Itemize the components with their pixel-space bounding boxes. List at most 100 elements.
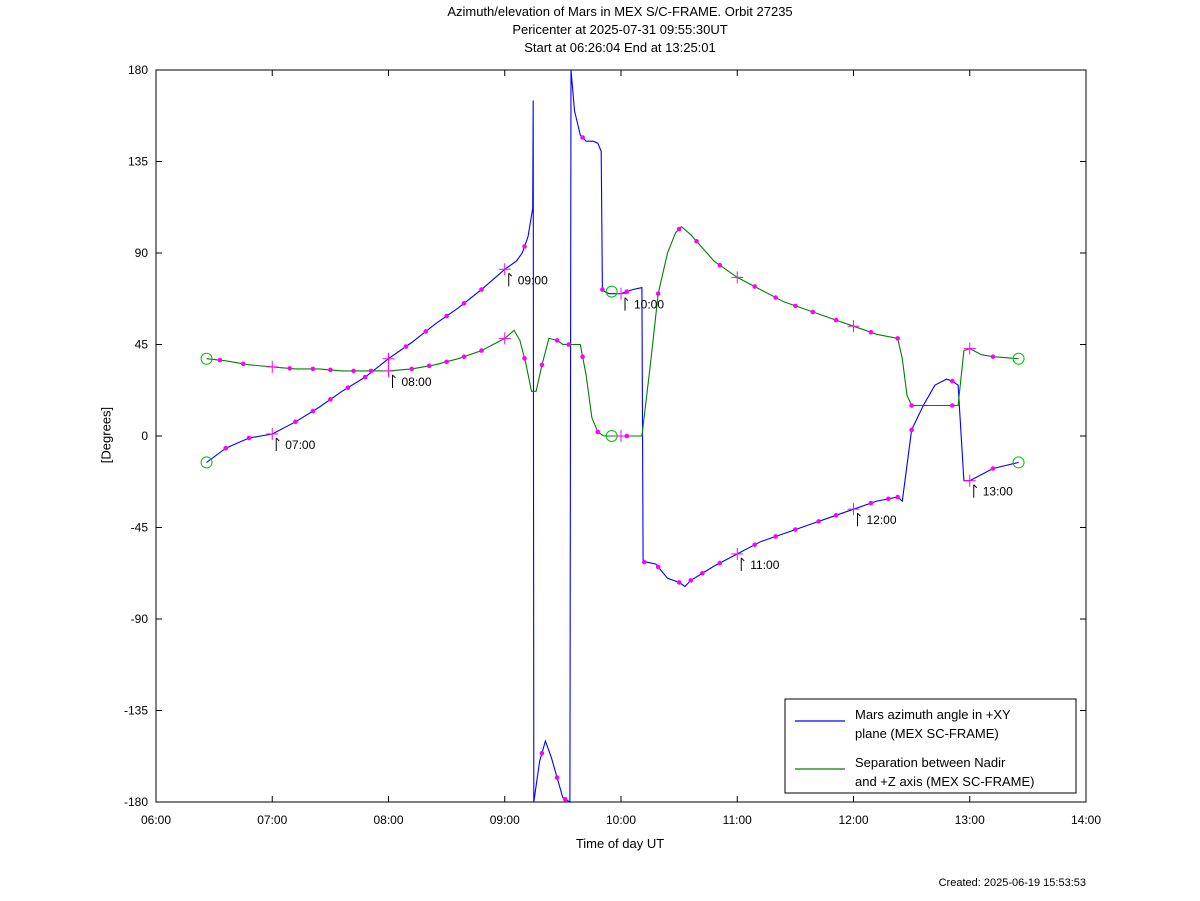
x-tick-label: 06:00: [141, 813, 171, 827]
azimuth-data-point: [423, 329, 429, 334]
separation-data-point: [566, 342, 571, 347]
x-tick-label: 07:00: [257, 813, 287, 827]
separation-data-point: [522, 356, 527, 361]
event-circle-marker: [200, 352, 213, 365]
x-tick-label: 13:00: [955, 813, 985, 827]
x-tick-label: 10:00: [606, 813, 636, 827]
separation-data-point: [240, 361, 246, 367]
hour-marker-label: 11:00: [750, 558, 779, 572]
azimuth-data-point: [554, 775, 560, 780]
y-axis-label: [Degrees]: [98, 406, 114, 464]
azimuth-data-point: [562, 796, 568, 802]
legend-box: [784, 698, 1077, 794]
azimuth-data-point: [600, 287, 605, 292]
event-circle-marker: [1012, 352, 1025, 365]
separation-data-point: [868, 330, 874, 335]
azimuth-data-point: [310, 408, 316, 414]
azimuth-data-point: [700, 570, 705, 576]
y-tick-label: -180: [124, 795, 148, 809]
azimuth-data-point: [895, 494, 900, 500]
azimuth-data-point: [444, 313, 449, 319]
y-tick-label: -90: [131, 612, 149, 626]
azimuth-data-point: [461, 301, 467, 306]
hour-marker-label: 10:00: [634, 298, 664, 312]
separation-data-point: [444, 359, 449, 365]
azimuth-data-point: [522, 244, 527, 249]
hour-marker-arrow: [392, 374, 396, 379]
azimuth-data-point: [793, 527, 798, 532]
separation-data-point: [310, 366, 316, 372]
azimuth-data-point: [362, 374, 368, 380]
hour-marker-label: 07:00: [285, 438, 315, 452]
azimuth-data-point: [773, 534, 778, 539]
series-line-separation: [206, 225, 1019, 437]
event-circle-marker: [605, 285, 618, 298]
azimuth-data-point: [293, 419, 298, 425]
separation-data-point: [752, 284, 757, 289]
azimuth-data-point: [246, 435, 252, 441]
separation-data-point: [479, 348, 484, 353]
azimuth-data-point: [539, 750, 545, 756]
separation-data-point: [793, 303, 798, 309]
separation-data-point: [554, 338, 560, 343]
azimuth-data-point: [950, 378, 955, 384]
chart-subtitle-pericenter: Pericenter at 2025-07-31 09:55:30UT: [512, 22, 728, 37]
x-tick-label: 11:00: [723, 813, 752, 827]
y-tick-label: 90: [135, 246, 149, 260]
x-tick-label: 12:00: [838, 813, 868, 827]
separation-data-point: [539, 362, 545, 368]
y-tick-label: -45: [131, 521, 149, 535]
azimuth-data-point: [676, 580, 682, 585]
hour-marker-arrow: [973, 484, 978, 489]
separation-data-point: [328, 367, 333, 373]
azimuth-data-point: [223, 445, 229, 451]
hour-marker-arrow: [624, 297, 629, 302]
azimuth-data-point: [816, 519, 821, 524]
event-circle-marker: [200, 456, 213, 469]
separation-data-point: [426, 363, 432, 369]
hour-marker-arrow: [857, 512, 861, 517]
azimuth-data-point: [886, 496, 891, 502]
azimuth-data-point: [624, 289, 630, 294]
azimuth-data-point: [990, 466, 996, 471]
separation-data-point: [717, 262, 723, 268]
azimuth-data-point: [345, 385, 351, 391]
event-circle-marker: [1012, 456, 1025, 469]
separation-data-point: [773, 295, 778, 300]
azimuth-data-point: [833, 513, 839, 518]
x-axis-label: Time of day UT: [575, 836, 665, 851]
azimuth-data-point: [641, 559, 647, 565]
separation-data-point: [580, 354, 585, 360]
x-tick-label: 14:00: [1071, 813, 1101, 827]
y-tick-label: -135: [124, 704, 148, 718]
azimuth-data-point: [752, 542, 757, 548]
azimuth-data-point: [479, 287, 484, 292]
y-tick-label: 45: [135, 338, 149, 352]
separation-data-point: [694, 239, 699, 244]
azimuth-data-point: [909, 427, 914, 433]
legend-label-separation: and +Z axis (MEX SC-FRAME): [855, 774, 1035, 789]
separation-data-point: [595, 429, 601, 435]
separation-data-point: [895, 336, 900, 341]
x-tick-label: 08:00: [373, 813, 403, 827]
separation-data-point: [655, 291, 661, 296]
hour-marker-arrow: [740, 557, 745, 562]
y-tick-label: 135: [128, 155, 148, 169]
y-tick-label: 0: [141, 429, 148, 443]
hour-marker-label: 12:00: [867, 513, 897, 527]
separation-data-point: [909, 403, 914, 408]
azimuth-data-point: [403, 344, 409, 349]
separation-data-point: [461, 354, 467, 360]
chart-subtitle-interval: Start at 06:26:04 End at 13:25:01: [524, 40, 716, 55]
chart-title: Azimuth/elevation of Mars in MEX S/C-FRA…: [447, 4, 793, 19]
legend-label-azimuth: Mars azimuth angle in +XY: [855, 707, 1011, 722]
y-tick-label: 180: [128, 63, 148, 77]
hour-marker-label: 08:00: [402, 375, 432, 389]
separation-data-point: [810, 309, 816, 315]
separation-data-point: [368, 368, 374, 374]
separation-data-point: [351, 368, 356, 374]
x-tick-label: 09:00: [490, 813, 520, 827]
separation-data-point: [676, 226, 682, 232]
hour-marker-label: 13:00: [983, 485, 1013, 499]
